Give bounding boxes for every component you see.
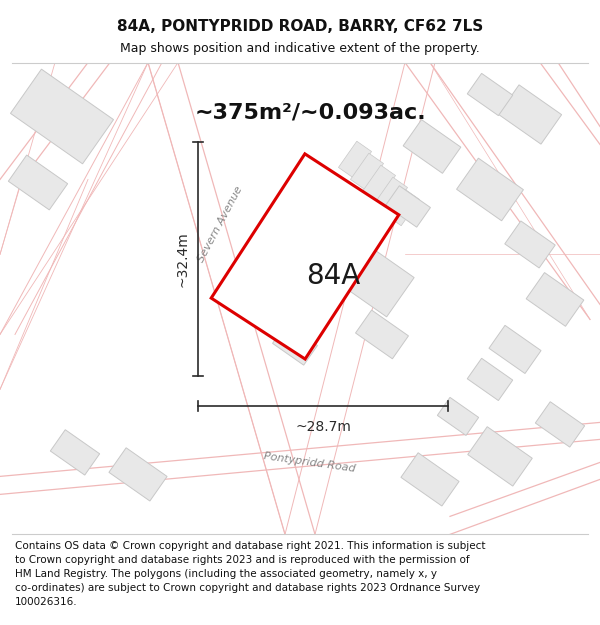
- Polygon shape: [109, 448, 167, 501]
- Text: ~375m²/~0.093ac.: ~375m²/~0.093ac.: [194, 102, 426, 122]
- Polygon shape: [403, 119, 461, 173]
- Text: 84A, PONTYPRIDD ROAD, BARRY, CF62 7LS: 84A, PONTYPRIDD ROAD, BARRY, CF62 7LS: [117, 19, 483, 34]
- Polygon shape: [526, 272, 584, 326]
- Polygon shape: [535, 402, 584, 447]
- Polygon shape: [362, 165, 395, 202]
- Polygon shape: [467, 73, 513, 116]
- Polygon shape: [467, 358, 513, 401]
- Polygon shape: [401, 452, 459, 506]
- Text: Pontypridd Road: Pontypridd Road: [263, 451, 356, 474]
- Polygon shape: [8, 155, 68, 210]
- Polygon shape: [505, 221, 555, 268]
- Polygon shape: [356, 310, 409, 359]
- Text: Map shows position and indicative extent of the property.: Map shows position and indicative extent…: [120, 42, 480, 55]
- Polygon shape: [386, 186, 430, 227]
- Polygon shape: [468, 427, 532, 486]
- Text: 84A: 84A: [306, 262, 360, 291]
- Polygon shape: [386, 189, 419, 226]
- Text: ~32.4m: ~32.4m: [176, 232, 190, 288]
- Polygon shape: [211, 154, 399, 359]
- Polygon shape: [499, 85, 562, 144]
- Polygon shape: [374, 177, 407, 214]
- Polygon shape: [489, 326, 541, 374]
- Text: Severn Avenue: Severn Avenue: [196, 185, 244, 264]
- Polygon shape: [350, 153, 383, 190]
- Polygon shape: [338, 141, 371, 177]
- Polygon shape: [50, 430, 100, 475]
- Polygon shape: [437, 398, 479, 436]
- Polygon shape: [336, 242, 414, 317]
- Polygon shape: [457, 158, 523, 221]
- Polygon shape: [10, 69, 113, 164]
- Text: ~28.7m: ~28.7m: [295, 421, 351, 434]
- Text: Contains OS data © Crown copyright and database right 2021. This information is : Contains OS data © Crown copyright and d…: [15, 541, 485, 608]
- Polygon shape: [272, 324, 317, 365]
